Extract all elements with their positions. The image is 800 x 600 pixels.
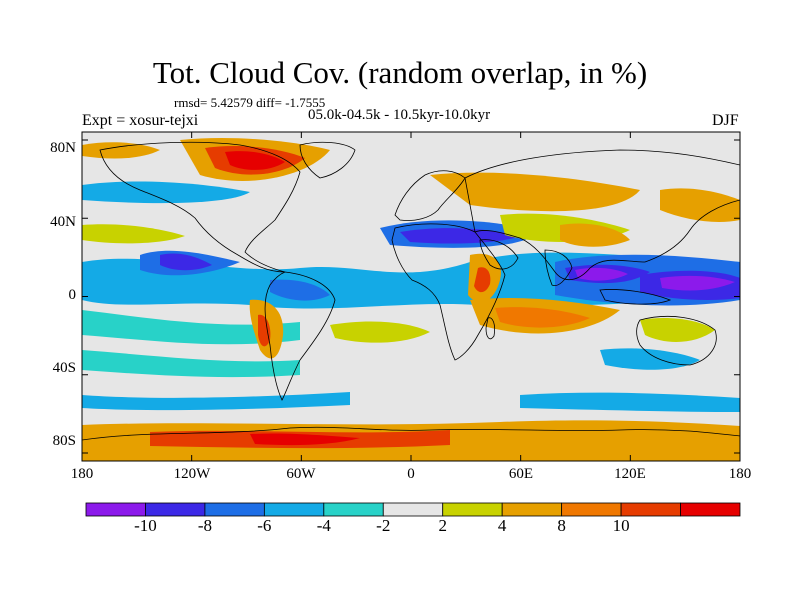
colorbar-swatch <box>85 502 146 517</box>
coastline-madagascar <box>485 317 496 340</box>
anomaly-region <box>160 253 212 271</box>
colorbar-swatch <box>263 502 325 517</box>
axis-ticks <box>81 132 741 461</box>
colorbar-label: 2 <box>438 516 447 535</box>
anomaly-region <box>660 188 740 222</box>
colorbar-label: 10 <box>612 516 630 535</box>
anomaly-region <box>82 350 300 378</box>
lat-tick-label: 0 <box>68 287 77 303</box>
colorbar-label: 8 <box>557 516 566 535</box>
coastline-south-america <box>264 271 336 401</box>
colorbar-swatch <box>382 502 444 517</box>
coastline-asia <box>464 149 740 281</box>
colorbar-label: -6 <box>257 516 272 535</box>
lon-tick-label: 60W <box>286 466 316 482</box>
anomaly-region <box>600 348 700 370</box>
anomaly-region <box>474 267 491 293</box>
colorbar-label: -2 <box>376 516 391 535</box>
anomaly-region <box>82 392 350 411</box>
coastline-australia <box>636 315 717 366</box>
plot-title: Tot. Cloud Cov. (random overlap, in %) <box>152 55 648 90</box>
colorbar-swatch <box>501 502 563 517</box>
lon-tick-label: 180 <box>728 466 752 482</box>
anomaly-region <box>520 392 740 412</box>
anomaly-region <box>660 275 735 291</box>
lon-tick-label: 180 <box>70 466 94 482</box>
coastline-north-america <box>99 141 301 273</box>
coastline-india <box>544 249 573 287</box>
coastline-indonesia <box>599 289 672 305</box>
coastline-arabia <box>479 239 519 270</box>
colorbar-swatch <box>561 502 622 517</box>
period-label: 05.0k-04.5k - 10.5kyr-10.0kyr <box>308 107 491 123</box>
experiment-label: Expt = xosur-tejxi <box>82 112 199 129</box>
lon-tick-label: 60E <box>508 466 534 482</box>
colorbar-swatch <box>442 502 503 517</box>
anomaly-region <box>495 307 590 328</box>
lon-tick-label: 120W <box>173 466 211 482</box>
anomaly-region <box>82 181 250 204</box>
anomaly-region <box>560 223 630 247</box>
colorbar-swatch <box>145 502 206 517</box>
lon-tick-label: 120E <box>614 466 646 482</box>
lat-tick-label: 40S <box>52 360 76 376</box>
anomaly-region <box>430 172 640 212</box>
colorbar-swatch <box>620 502 681 517</box>
colorbar-swatch <box>323 502 384 517</box>
colorbar-label: -8 <box>197 516 212 535</box>
colorbar <box>85 502 741 517</box>
stats-label: rmsd= 5.42579 diff= -1.7555 <box>174 95 326 110</box>
lat-tick-label: 80N <box>50 140 76 156</box>
coastlines <box>82 141 740 441</box>
anomaly-region <box>640 318 715 342</box>
lat-tick-label: 80S <box>52 433 76 449</box>
coastline-greenland <box>299 141 356 179</box>
anomaly-region <box>258 314 271 347</box>
anomaly-region <box>82 310 300 345</box>
anomaly-region <box>575 267 628 281</box>
anomaly-region <box>330 321 430 343</box>
anomaly-region <box>250 433 360 446</box>
colorbar-label: -10 <box>134 516 157 535</box>
colorbar-swatch <box>680 502 741 517</box>
anomaly-region <box>225 151 285 170</box>
colorbar-swatch <box>204 502 265 517</box>
season-label: DJF <box>712 112 739 129</box>
colorbar-label: -4 <box>316 516 331 535</box>
lat-tick-label: 40N <box>50 214 76 230</box>
anomaly-region <box>270 279 330 301</box>
lon-tick-label: 0 <box>407 466 415 482</box>
anomaly-region <box>82 224 185 244</box>
coastline-antarctica <box>82 426 740 441</box>
colorbar-label: 4 <box>497 516 507 535</box>
